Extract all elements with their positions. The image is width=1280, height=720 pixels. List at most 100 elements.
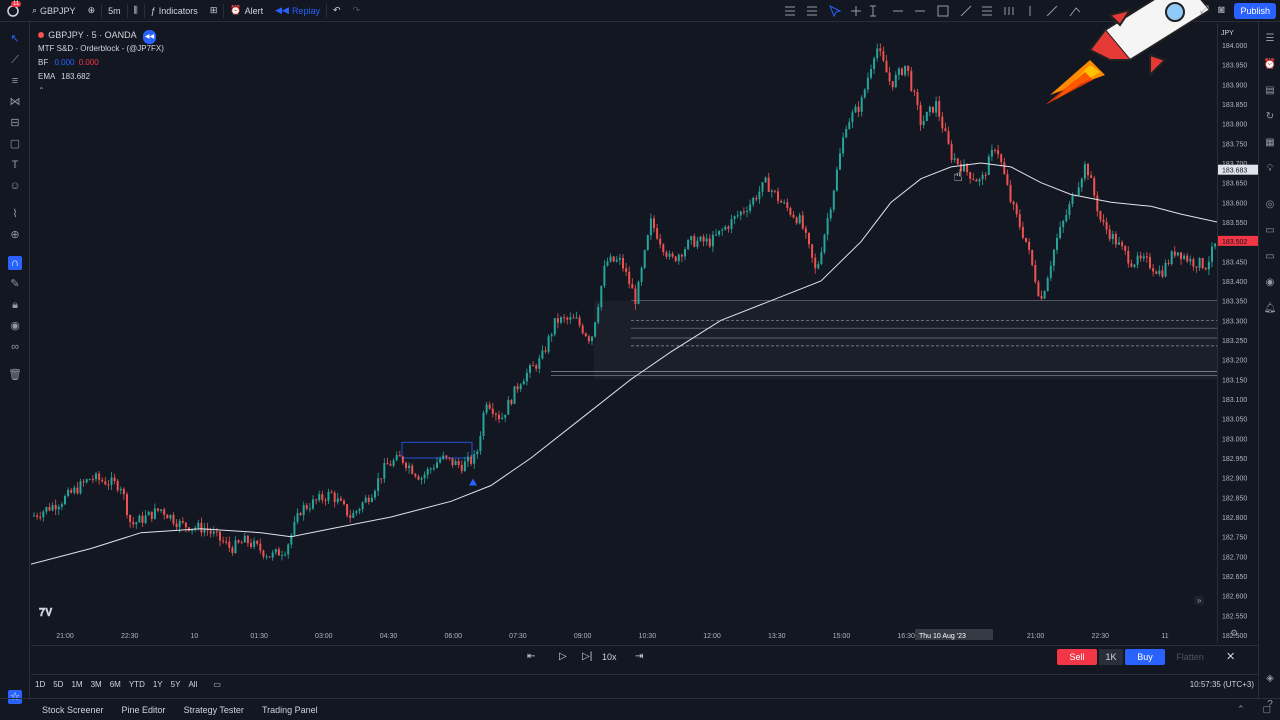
candle-body: [507, 399, 510, 415]
candle-body: [1012, 201, 1015, 205]
range-1m[interactable]: 1M: [71, 680, 83, 689]
candle-body: [457, 461, 460, 465]
time-axis[interactable]: 21:00 22:30 10 01:30 03:00 04:30 06:00 07:30 09:…: [31, 628, 1217, 642]
streams-icon[interactable]: ◎: [1265, 199, 1275, 210]
datawindow-icon[interactable]: ▤: [1265, 85, 1275, 96]
time-tick-label: 12:00: [703, 633, 721, 640]
shape-icon[interactable]: ▢: [9, 138, 21, 150]
draw-mode-icon[interactable]: ✎: [10, 278, 20, 290]
chart-type-icon[interactable]: ⫼: [133, 5, 138, 15]
clock[interactable]: 10:57:35 (UTC+3): [1189, 680, 1254, 689]
forecast-icon[interactable]: ⊟: [10, 117, 20, 129]
candle-body: [67, 489, 70, 497]
link-icon[interactable]: ∞: [11, 341, 19, 353]
candle-body: [361, 502, 364, 510]
play-icon[interactable]: ▷: [559, 651, 567, 662]
candle-body: [882, 51, 885, 61]
candle-body: [380, 478, 383, 480]
alert-button[interactable]: ⏰ Alert: [224, 0, 269, 22]
redo-icon[interactable]: ↷: [352, 5, 361, 15]
tab-pine-editor[interactable]: Pine Editor: [121, 704, 166, 715]
zoom-icon[interactable]: ⊕: [10, 229, 20, 241]
candle-body: [91, 479, 94, 481]
indicators-button[interactable]: ƒ Indicators: [145, 0, 204, 22]
candle-body: [439, 458, 442, 463]
tab-trading-panel[interactable]: Trading Panel: [261, 704, 318, 715]
range-6m[interactable]: 6M: [109, 680, 121, 689]
cursor-icon[interactable]: ↖: [10, 33, 20, 45]
price-axis[interactable]: 184.000 183.950 183.900 183.850 183.800 183.7…: [1217, 23, 1258, 643]
time-tick-label: 22:30: [121, 633, 139, 640]
flatten-button[interactable]: Flatten: [1176, 652, 1204, 662]
range-5d[interactable]: 5D: [53, 680, 64, 689]
watchlist-icon[interactable]: ☰: [1265, 33, 1275, 44]
exit-replay-icon[interactable]: ⇥: [635, 651, 644, 662]
trendline-icon[interactable]: ⟋: [11, 54, 19, 66]
alerts-icon[interactable]: ⏰: [1263, 59, 1277, 70]
layout-icon[interactable]: ⊞: [209, 5, 218, 15]
ruler-icon[interactable]: ⌇: [12, 208, 18, 220]
candle-body: [718, 230, 721, 235]
undo-icon[interactable]: ↶: [332, 5, 341, 15]
candle-body: [73, 487, 76, 493]
trash-icon[interactable]: 🗑︎: [8, 369, 22, 381]
replay-speed[interactable]: 10x: [602, 652, 617, 662]
range-5y[interactable]: 5Y: [170, 680, 181, 689]
range-ytd[interactable]: YTD: [128, 680, 145, 689]
compare-button[interactable]: ⊕: [87, 5, 96, 15]
logo-icon[interactable]: 11: [0, 0, 26, 22]
range-3m[interactable]: 3M: [90, 680, 102, 689]
collapse-legend-icon[interactable]: ⌃: [38, 86, 45, 95]
pattern-icon[interactable]: ⋈: [9, 96, 21, 108]
scroll-right-icon[interactable]: »: [1194, 596, 1205, 605]
lock-icon[interactable]: 🔒︎: [12, 299, 18, 311]
range-all[interactable]: All: [188, 680, 198, 689]
candle-body: [897, 68, 900, 75]
step-forward-icon[interactable]: ▷|: [582, 651, 593, 662]
calendar-icon[interactable]: ▦: [1265, 137, 1275, 148]
candle-body: [1118, 242, 1120, 245]
broadcast-icon[interactable]: ◉: [1265, 277, 1275, 288]
star-icon[interactable]: ☆: [8, 690, 22, 704]
candle-body: [82, 481, 85, 483]
interval-button[interactable]: 5m: [108, 5, 121, 16]
range-1y[interactable]: 1Y: [152, 680, 163, 689]
candle-body: [631, 284, 634, 289]
candle-body: [913, 90, 916, 93]
symbol-search-button[interactable]: ⌕ GBPJPY: [26, 0, 82, 22]
tab-strategy-tester[interactable]: Strategy Tester: [183, 704, 244, 715]
close-icon[interactable]: ✕: [1226, 651, 1236, 663]
ideas-icon[interactable]: 💡︎: [1266, 163, 1274, 174]
magnet-icon[interactable]: ∩: [8, 256, 22, 270]
layers-icon[interactable]: ◈: [1266, 673, 1274, 684]
tab-stock-screener[interactable]: Stock Screener: [42, 704, 104, 715]
publish-button[interactable]: Publish: [1234, 3, 1276, 19]
hotlist-icon[interactable]: ↻: [1265, 111, 1275, 122]
candle-body: [649, 218, 652, 236]
chat-icon[interactable]: ▭: [1265, 225, 1275, 236]
candle-body: [808, 232, 810, 245]
emoji-icon[interactable]: ☺: [9, 180, 21, 192]
fib-icon[interactable]: ≡: [11, 75, 19, 87]
replay-button[interactable]: ◀◀ Replay: [269, 0, 326, 22]
date-range-icon[interactable]: ▭: [213, 680, 221, 689]
chat-icon[interactable]: ▭: [1265, 251, 1275, 262]
help-icon[interactable]: ?: [1267, 699, 1273, 710]
text-icon[interactable]: T: [11, 159, 19, 171]
maximize-icon[interactable]: ▢: [1262, 704, 1271, 714]
range-1d[interactable]: 1D: [35, 680, 46, 689]
buy-button[interactable]: Buy: [1125, 649, 1165, 665]
bell-icon[interactable]: 🔔︎: [1263, 303, 1277, 314]
quantity-field[interactable]: 1K: [1099, 649, 1123, 665]
eye-icon[interactable]: ◉: [10, 320, 20, 332]
fullscreen-icon[interactable]: ⤢: [1200, 4, 1209, 16]
chevron-up-icon[interactable]: ⌃: [1236, 704, 1245, 714]
jump-to-icon[interactable]: ⇤: [527, 651, 536, 662]
candle-body: [637, 281, 640, 304]
price-chart[interactable]: ☝: [31, 23, 1217, 643]
candle-body: [969, 172, 972, 179]
sell-button[interactable]: Sell: [1057, 649, 1097, 665]
settings-icon[interactable]: ⚙: [1230, 628, 1239, 638]
camera-icon[interactable]: ◙: [1218, 4, 1225, 16]
cursor-icon: [829, 4, 842, 18]
